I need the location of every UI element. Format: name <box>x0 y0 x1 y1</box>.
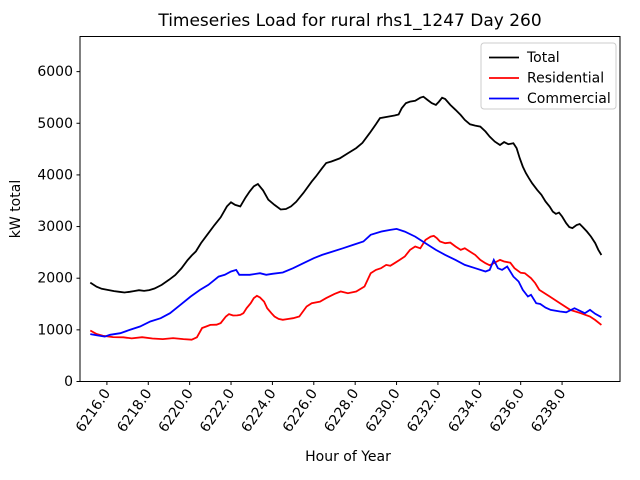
chart-title: Timeseries Load for rural rhs1_1247 Day … <box>157 11 541 31</box>
x-tick-label: 6236.0 <box>487 386 528 435</box>
x-tick-label: 6216.0 <box>73 386 114 435</box>
y-tick-label: 6000 <box>37 64 73 80</box>
y-axis-label: kW total <box>8 180 24 238</box>
y-tick-label: 2000 <box>37 271 73 287</box>
x-axis-label: Hour of Year <box>305 449 391 465</box>
x-tick-label: 6224.0 <box>238 386 279 435</box>
y-tick-label: 4000 <box>37 167 73 183</box>
x-tick-label: 6228.0 <box>321 386 362 435</box>
x-tick-label: 6222.0 <box>197 386 238 435</box>
legend-label-residential: Residential <box>527 71 604 87</box>
axis-ticks: 6216.0 6218.0 6220.0 6222.0 6224.0 6226.0 6228… <box>37 64 569 435</box>
x-tick-label: 6230.0 <box>363 386 404 435</box>
x-tick-label: 6226.0 <box>280 386 321 435</box>
x-tick-label: 6220.0 <box>156 386 197 435</box>
legend: Total Residential Commercial <box>480 42 617 110</box>
y-tick-label: 3000 <box>37 219 73 235</box>
legend-border <box>480 42 617 110</box>
y-tick-label: 5000 <box>37 116 73 132</box>
series-line-total <box>89 95 603 294</box>
x-tick-label: 6232.0 <box>404 386 445 435</box>
x-tick-label: 6218.0 <box>114 386 155 435</box>
series-line-commercial <box>90 227 602 338</box>
legend-label-commercial: Commercial <box>527 91 611 107</box>
x-tick-label: 6234.0 <box>445 386 486 435</box>
x-tick-label: 6238.0 <box>528 386 569 435</box>
legend-label-total: Total <box>526 50 560 66</box>
series-line-residential <box>89 234 602 341</box>
plot-area-border <box>79 36 621 382</box>
data-series <box>89 95 603 341</box>
y-tick-label: 1000 <box>37 322 73 338</box>
y-tick-label: 0 <box>64 374 73 390</box>
